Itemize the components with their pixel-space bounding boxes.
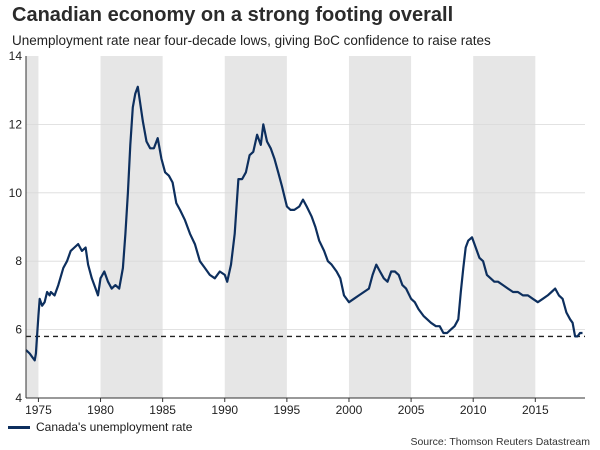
y-tick-label: 4 (15, 391, 22, 405)
shaded-period (26, 56, 39, 398)
x-tick-label: 1980 (87, 403, 114, 417)
chart-subtitle: Unemployment rate near four-decade lows,… (12, 33, 491, 48)
x-tick-label: 2015 (522, 403, 549, 417)
source-note: Source: Thomson Reuters Datastream (410, 436, 590, 448)
legend-swatch (8, 425, 30, 429)
y-tick-label: 6 (15, 323, 22, 337)
chart-title: Canadian economy on a strong footing ove… (12, 4, 454, 26)
x-tick-label: 2005 (398, 403, 425, 417)
y-tick-label: 8 (15, 254, 22, 268)
shaded-period (348, 56, 412, 398)
y-tick-label: 12 (9, 117, 23, 131)
x-tick-label: 1975 (25, 403, 52, 417)
shaded-period (100, 56, 163, 398)
legend: Canada's unemployment rate (8, 420, 192, 434)
x-tick-label: 1990 (211, 403, 238, 417)
x-tick-label: 1995 (274, 403, 301, 417)
y-tick-label: 10 (9, 186, 23, 200)
legend-label: Canada's unemployment rate (36, 420, 193, 434)
series-line (25, 85, 583, 362)
x-tick-label: 2010 (460, 403, 487, 417)
x-tick-label: 1985 (149, 403, 176, 417)
y-tick-label: 14 (9, 49, 23, 63)
x-tick-label: 2000 (336, 403, 363, 417)
shaded-period (473, 56, 536, 398)
